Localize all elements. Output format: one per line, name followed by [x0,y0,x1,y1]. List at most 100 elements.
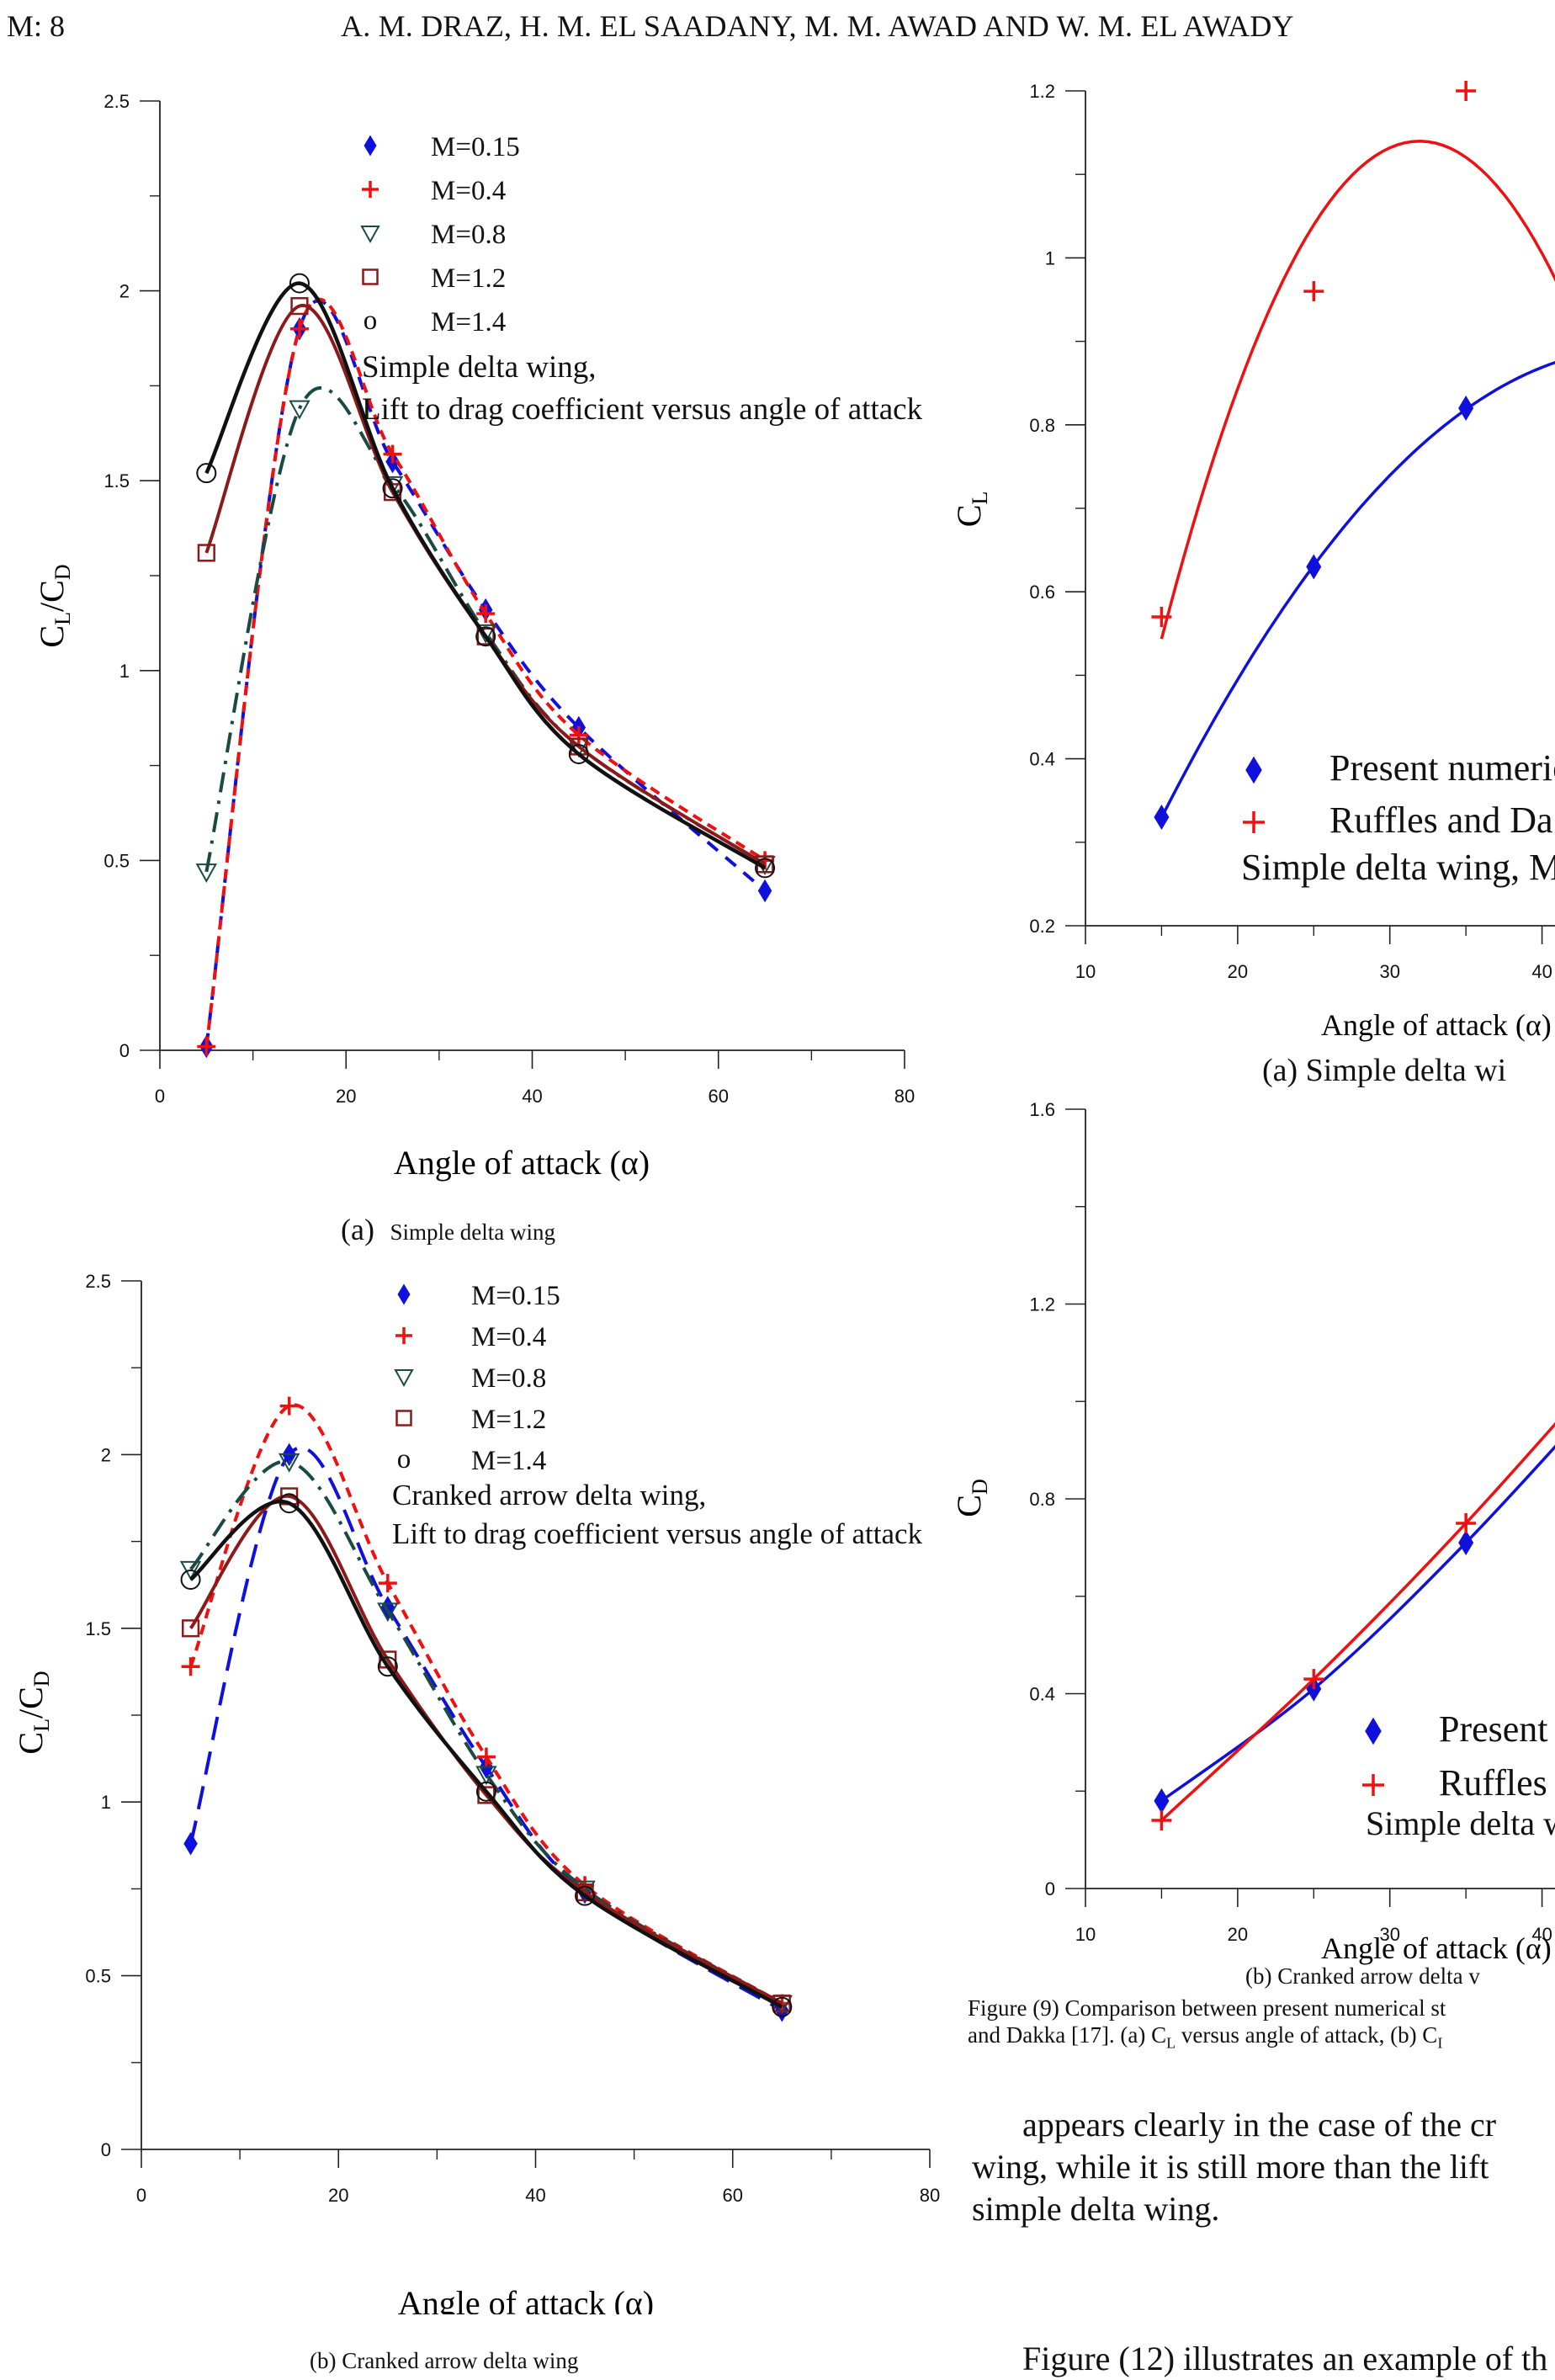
figure9-caption: Figure (9) Comparison between present nu… [968,1995,1446,2056]
legend-label: M=0.8 [471,1363,546,1394]
x-tick-label: 40 [1531,1924,1552,1945]
y-tick-label: 1.6 [1029,1099,1055,1120]
body-line: simple delta wing. [972,2190,1220,2228]
page-label: M: 8 [7,9,66,43]
series-line [204,304,767,866]
axes [121,1280,931,2168]
y-tick-label: 0.5 [103,850,130,871]
data-marker [1458,395,1474,421]
data-marker [196,463,217,484]
legend-marker [395,1327,412,1344]
data-marker [279,1396,299,1416]
series-line [1160,1421,1555,1822]
y-tick-label: 0 [119,1040,130,1061]
data-marker [1456,81,1477,101]
legend-label: Present numeric [1329,747,1555,789]
data-marker [197,1037,216,1056]
data-marker [181,1657,200,1676]
data-marker [772,1996,793,2017]
series-line [188,1403,783,2005]
legend-label: M=0.4 [431,176,506,206]
series-line [1160,139,1555,640]
y-tick-label: 0.8 [1029,415,1055,436]
chart-cl-cd-simple-delta: 00.511.522.50 20 40 60 80 M=0.15M=0.4M=0.8M=… [33,91,923,1182]
x-tick-label: 80 [920,2185,940,2206]
data-marker [180,1570,201,1591]
figure9-caption-line2: and Dakka [17]. (a) CL versus angle of a… [968,2022,1443,2052]
y-tick-label: 0.5 [85,1966,111,1987]
y-axis-label: CL [950,491,992,528]
y-tick-label: 2.5 [85,1271,111,1292]
chart-annotation: Simple delta wi [1366,1804,1555,1842]
x-tick-label: 30 [1379,961,1399,982]
y-tick-label: 0.6 [1029,582,1055,603]
data-marker [475,624,496,644]
chart-annotation: Simple delta wing, [362,350,597,385]
caption-b: (b) Cranked arrow delta wing [310,2348,579,2373]
data-marker [279,1493,300,1514]
x-tick-label: 0 [136,2185,146,2206]
chart-annotation: Lift to drag coefficient versus angle of… [392,1517,923,1550]
y-axis-label: CL/CD [33,564,75,647]
x-tick-label: 80 [894,1086,915,1107]
chart-annotation: Cranked arrow delta wing, [392,1479,706,1511]
x-tick-label: 20 [1228,1924,1248,1945]
x-tick-label: 40 [522,1086,542,1107]
legend: M=0.15 M=0.4 M=0.8 M=1.2 o M=1.4 Simple delta … [360,132,923,427]
legend-marker: o [397,1444,411,1474]
data-marker [476,604,496,624]
x-tick-label: 60 [709,1086,729,1107]
legend-label: M=1.4 [431,307,506,337]
axes [1065,1108,1555,1907]
data-marker [1154,1788,1170,1814]
data-marker [755,858,776,879]
data-marker [377,1602,399,1623]
y-tick-label: 0 [101,2139,111,2160]
series-line [204,385,767,873]
legend-marker [362,268,379,285]
y-tick-label: 0 [1045,1878,1055,1899]
data-marker [289,319,309,338]
y-tick-label: 1 [119,661,130,682]
y-tick-label: 1.5 [103,470,130,491]
legend-marker [395,1410,412,1426]
legend-label: M=0.8 [431,220,506,250]
x-axis-label: Angle of attack (α) [398,2284,654,2314]
y-tick-label: 0.4 [1029,749,1055,770]
legend-marker [1243,811,1265,833]
y-tick-label: 2 [119,281,130,302]
x-tick-label: 30 [1379,1924,1399,1945]
caption-9b: (b) Cranked arrow delta v [1245,1963,1480,1989]
x-tick-label: 10 [1075,961,1096,982]
legend-marker [397,1283,411,1305]
legend-label: M=0.15 [431,132,520,162]
data-marker [183,1831,198,1856]
data-marker [1306,554,1322,580]
data-marker [1303,281,1324,302]
y-tick-label: 2.5 [103,91,130,112]
legend-marker [360,226,380,244]
data-marker [1154,805,1170,831]
series-line [204,297,767,1047]
legend-marker [1365,1717,1382,1745]
data-marker [195,863,218,883]
x-tick-label: 40 [525,2185,545,2206]
x-tick-label: 0 [155,1086,165,1107]
legend: Present numeric Ruffles and Da Simple delt… [1241,747,1555,888]
x-tick-label: 20 [1228,961,1248,982]
data-marker [568,744,589,765]
data-marker [757,879,772,903]
data-marker [575,1885,596,1906]
y-tick-label: 0.8 [1029,1489,1055,1510]
data-marker [1458,1530,1474,1556]
axes [1065,90,1555,944]
data-marker [1151,606,1172,627]
y-tick-label: 0.4 [1029,1684,1055,1705]
caption-a: (a) Simple delta wing [341,1213,555,1246]
data-marker [181,1619,200,1638]
chart-fig9b-cd: 0 0.4 0.8 1.2 1.6 10 20 30 40 Present n Ruffles a… [950,1099,1555,1965]
y-tick-label: 1.2 [1029,81,1055,102]
data-marker [475,626,496,647]
x-axis-label: Angle of attack (α) [1321,1931,1552,1965]
